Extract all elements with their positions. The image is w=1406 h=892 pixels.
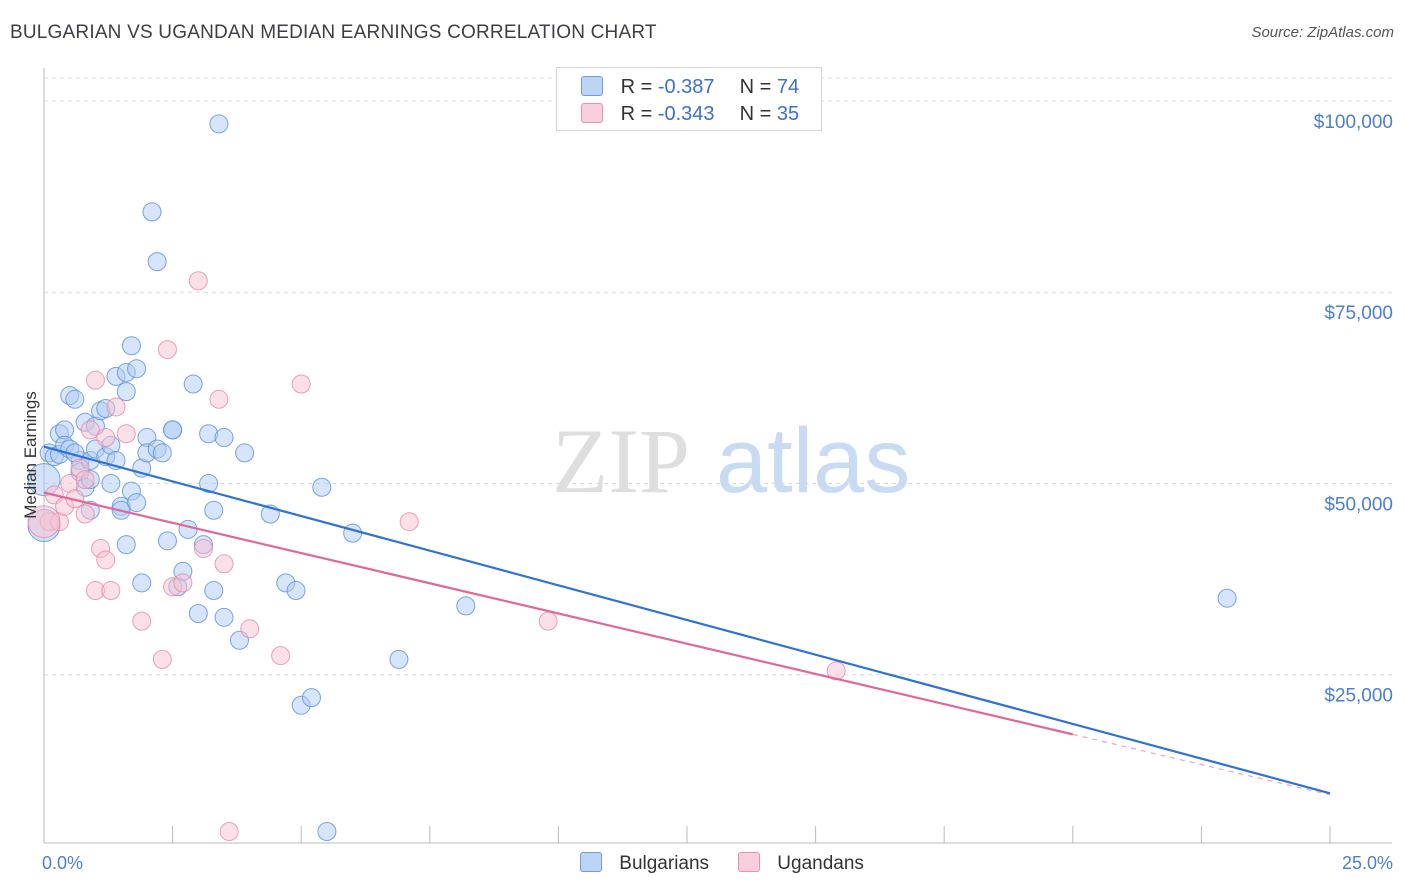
bulgarian-point [163, 420, 183, 440]
legend-n-label: N = [739, 103, 772, 125]
ugandan-point [399, 512, 419, 532]
ugandan-point [101, 581, 121, 601]
bulgarian-point [235, 443, 255, 463]
ugandan-point [219, 822, 239, 842]
legend-item-bulgarians[interactable]: Bulgarians [580, 852, 709, 875]
bulgarian-point [147, 252, 167, 272]
ugandan-point [96, 428, 116, 448]
ugandan-point [291, 374, 311, 394]
watermark-zip: ZIP [552, 410, 690, 512]
legend-row-ugandans: R = -0.343 N = 35 [581, 103, 799, 127]
bulgarian-point [214, 607, 234, 627]
chart-source: Source: ZipAtlas.com [1251, 24, 1394, 41]
legend-r-value: -0.343 [657, 103, 715, 125]
ugandan-point [132, 611, 152, 631]
stats-legend: R = -0.387 N = 74 R = -0.343 N = 35 [556, 67, 822, 131]
bulgarian-point [132, 573, 152, 593]
ugandan-point [116, 424, 136, 444]
legend-n-value: 74 [776, 76, 800, 98]
ugandan-point [152, 649, 172, 669]
ugandans-swatch [738, 852, 760, 872]
ugandan-point [27, 505, 61, 539]
legend-r-label: R = [620, 103, 653, 125]
bulgarian-point [127, 359, 147, 379]
ugandan-point [80, 420, 100, 440]
legend-row-bulgarians: R = -0.387 N = 74 [581, 76, 799, 100]
y-tick-label: $100,000 [1314, 112, 1393, 133]
legend-item-ugandans[interactable]: Ugandans [738, 852, 864, 875]
ugandan-point [209, 389, 229, 409]
tick-layer: $25,000 $50,000 $75,000 $100,000 0.0% 25.0% [42, 112, 1393, 873]
x-tick-label: 0.0% [42, 853, 83, 873]
bulgarians-swatch [580, 852, 602, 872]
bulgarian-point [116, 535, 136, 555]
bulgarian-point [101, 473, 121, 493]
legend-n-value: 35 [776, 103, 800, 125]
ugandan-trend-line [43, 491, 1074, 736]
ugandan-point [271, 646, 291, 666]
bulgarian-point [178, 519, 198, 539]
bulgarian-point [286, 581, 306, 601]
ugandan-point [106, 397, 126, 417]
bulgarian-point [214, 428, 234, 448]
ugandans-swatch [581, 103, 603, 123]
bulgarian-point [116, 382, 136, 402]
bulgarian-point [312, 477, 332, 497]
ugandan-point [85, 370, 105, 390]
ugandan-point [75, 470, 95, 490]
bulgarian-point [1217, 588, 1237, 608]
bulgarian-point [188, 604, 208, 623]
legend-n-label: N = [739, 76, 772, 98]
ugandan-trend-extension [1072, 733, 1331, 796]
bulgarian-point [389, 649, 409, 669]
bulgarian-point [204, 500, 224, 520]
ugandan-point [188, 271, 208, 291]
ugandan-point [538, 611, 558, 631]
ugandan-point [214, 554, 234, 574]
legend-r-value: -0.387 [657, 76, 715, 98]
y-tick-label: $50,000 [1324, 494, 1393, 515]
ugandan-point [193, 538, 213, 558]
ugandan-point [173, 573, 193, 593]
x-tick-label: 25.0% [1342, 853, 1393, 873]
bulgarian-point [301, 688, 321, 708]
bulgarian-point [209, 114, 229, 134]
grid-layer [44, 77, 1392, 676]
bulgarian-trend-line [43, 445, 1331, 795]
bulgarian-point [317, 822, 337, 842]
bulgarian-point [121, 336, 141, 356]
bulgarian-point [204, 581, 224, 601]
bulgarian-point [343, 523, 363, 543]
chart-title: BULGARIAN VS UGANDAN MEDIAN EARNINGS COR… [10, 22, 657, 43]
legend-label-bulgarians: Bulgarians [619, 853, 710, 874]
ugandan-point [75, 504, 95, 524]
trend-layer [43, 445, 1331, 796]
bulgarians-swatch [581, 76, 603, 96]
legend-label-ugandans: Ugandans [777, 853, 864, 874]
bulgarian-point [183, 374, 203, 394]
points-layer [27, 114, 1237, 842]
bulgarian-point [199, 473, 219, 493]
y-axis-label: Median Earnings [21, 391, 40, 519]
bulgarian-point [157, 531, 177, 551]
bulgarian-point [127, 493, 147, 513]
ugandan-point [157, 340, 177, 360]
bulgarian-point [152, 443, 172, 463]
ugandan-point [240, 619, 260, 639]
bulgarian-point [142, 202, 162, 222]
bulgarian-point [456, 596, 476, 616]
bulgarian-point [65, 389, 85, 409]
ugandan-point [96, 550, 116, 570]
legend-r-label: R = [620, 76, 653, 98]
y-tick-label: $75,000 [1324, 303, 1393, 324]
watermark-atlas: atlas [716, 410, 910, 512]
y-tick-label: $25,000 [1324, 686, 1393, 707]
